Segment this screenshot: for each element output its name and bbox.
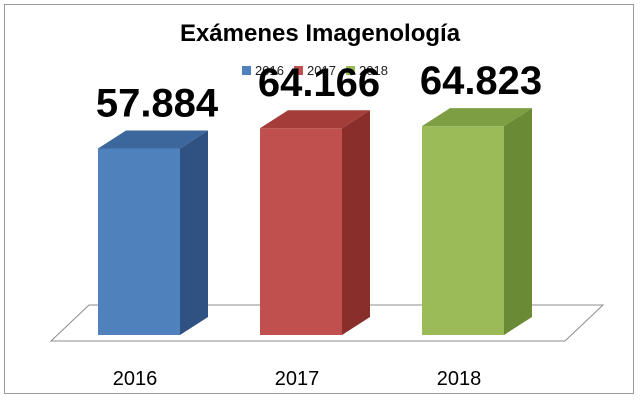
bars-group <box>98 108 532 336</box>
bar-2016 <box>98 130 208 335</box>
chart-title: Exámenes Imagenología <box>180 20 461 47</box>
bar-2018 <box>422 108 532 336</box>
bar-front-2016 <box>98 148 180 335</box>
legend-swatch-2016 <box>242 66 251 75</box>
bar-front-2018 <box>422 126 504 335</box>
bar-2017 <box>260 110 370 335</box>
bar-top-2016 <box>98 130 208 149</box>
bar-side-2018 <box>504 108 532 336</box>
value-label-2017: 64.166 <box>258 61 380 105</box>
legend-label-2018: 2018 <box>359 63 388 78</box>
legend: 2016 2017 2018 <box>242 63 388 78</box>
bar-top-2017 <box>260 110 370 129</box>
value-label-2016: 57.884 <box>96 81 219 125</box>
legend-swatch-2017 <box>294 66 303 75</box>
bar-front-2017 <box>260 128 342 335</box>
value-labels-group: 57.884 64.166 64.823 <box>96 59 542 125</box>
chart-frame: Exámenes Imagenología 2016 2017 2018 57.88… <box>4 4 634 394</box>
x-tick-2016: 2016 <box>113 368 158 390</box>
x-tick-2017: 2017 <box>275 368 320 390</box>
x-tick-2018: 2018 <box>437 368 482 390</box>
legend-label-2017: 2017 <box>307 63 336 78</box>
legend-label-2016: 2016 <box>255 63 284 78</box>
bar-side-2016 <box>180 130 208 335</box>
legend-swatch-2018 <box>346 66 355 75</box>
chart-svg: Exámenes Imagenología 2016 2017 2018 57.88… <box>49 20 605 390</box>
bar-side-2017 <box>342 110 370 335</box>
tick-labels-group: 2016 2017 2018 <box>113 368 482 390</box>
value-label-2018: 64.823 <box>420 59 542 103</box>
bar-top-2018 <box>422 108 532 127</box>
